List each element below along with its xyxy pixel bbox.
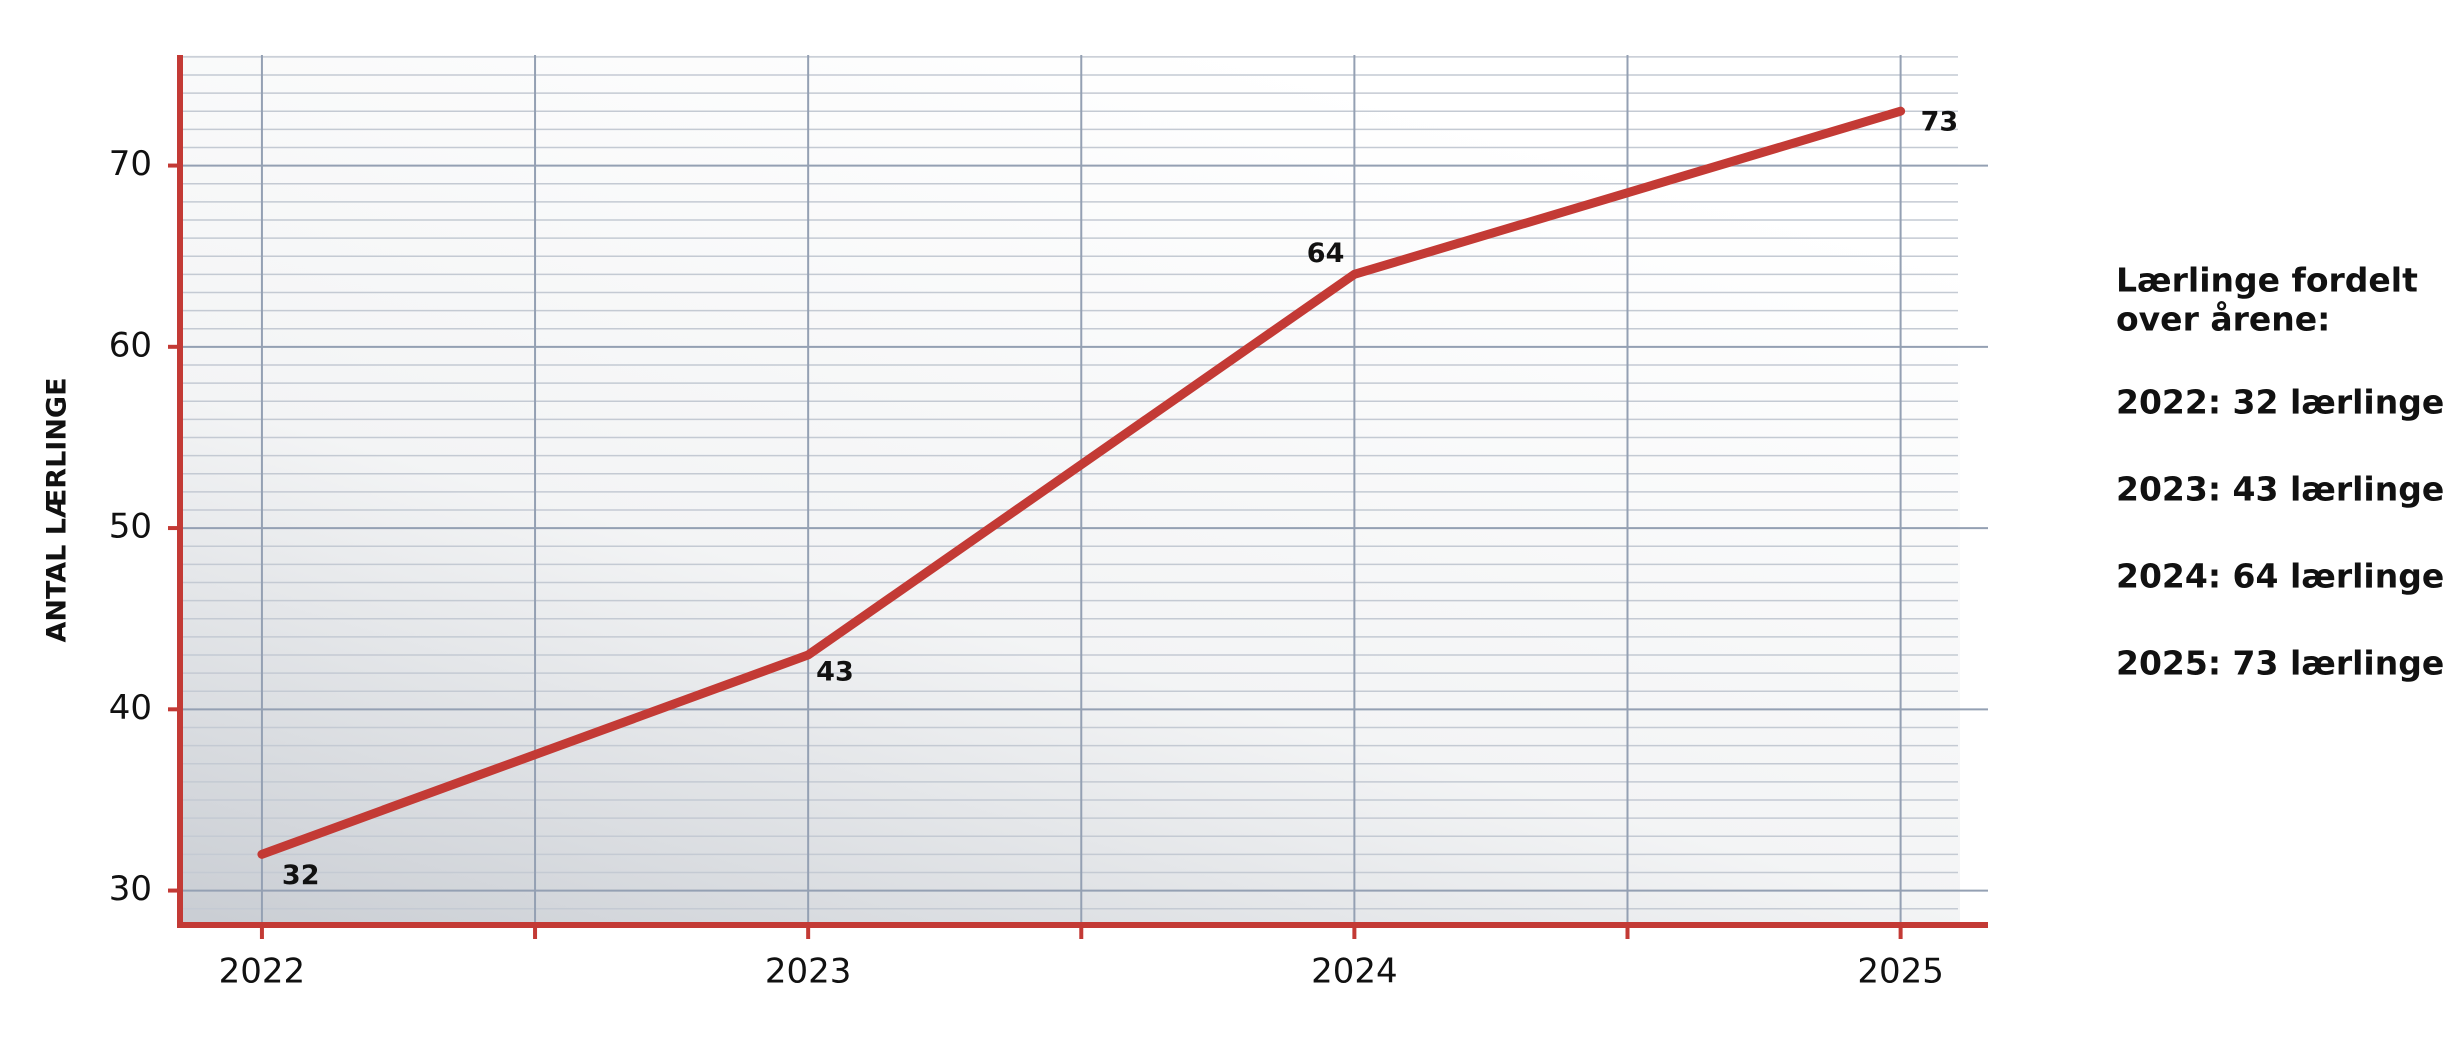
- note-line: 2023: 43 lærlinge: [2116, 470, 2444, 509]
- y-tick-label: 30: [109, 869, 152, 909]
- data-label: 43: [816, 656, 854, 687]
- y-tick-label: 70: [109, 144, 152, 184]
- x-tick-label: 2025: [1857, 952, 1944, 992]
- y-tick-label: 50: [109, 507, 152, 547]
- plot-background: [180, 55, 1960, 925]
- y-axis-label: ANTAL LÆRLINGE: [42, 377, 73, 642]
- note-title: Lærlinge fordelt: [2116, 261, 2418, 300]
- y-tick-label: 40: [109, 688, 152, 728]
- data-label: 73: [1921, 107, 1959, 138]
- data-label: 64: [1307, 238, 1345, 269]
- line: [257, 106, 1906, 859]
- y-tick-label: 60: [109, 325, 152, 365]
- x-tick-label: 2024: [1311, 952, 1398, 992]
- x-tick-label: 2023: [765, 952, 852, 992]
- note-title: over årene:: [2116, 300, 2330, 339]
- note-line: 2022: 32 lærlinge: [2116, 383, 2444, 422]
- note-line: 2025: 73 lærlinge: [2116, 644, 2444, 683]
- data-label: 32: [282, 860, 320, 891]
- note-line: 2024: 64 lærlinge: [2116, 557, 2444, 596]
- x-tick-label: 2022: [219, 952, 306, 992]
